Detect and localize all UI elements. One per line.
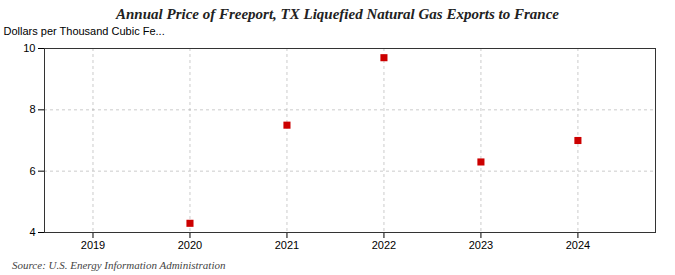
svg-text:8: 8	[29, 103, 35, 115]
svg-text:2021: 2021	[275, 239, 299, 251]
svg-text:2019: 2019	[81, 239, 105, 251]
html-text:Source: U.S. Energy Informatio: Source: U.S. Energy Information Administ…	[12, 259, 226, 271]
svg-text:2024: 2024	[566, 239, 590, 251]
svg-text:2022: 2022	[372, 239, 396, 251]
svg-text:Dollars per Thousand Cubic Fe.: Dollars per Thousand Cubic Fe...	[4, 25, 165, 37]
svg-text:2023: 2023	[469, 239, 493, 251]
svg-text:6: 6	[29, 165, 35, 177]
svg-text:10: 10	[23, 42, 35, 54]
svg-text:4: 4	[29, 226, 35, 238]
html-text:Annual Price of Freeport, TX L: Annual Price of Freeport, TX Liquefied N…	[116, 6, 559, 22]
svg-text:2020: 2020	[178, 239, 202, 251]
